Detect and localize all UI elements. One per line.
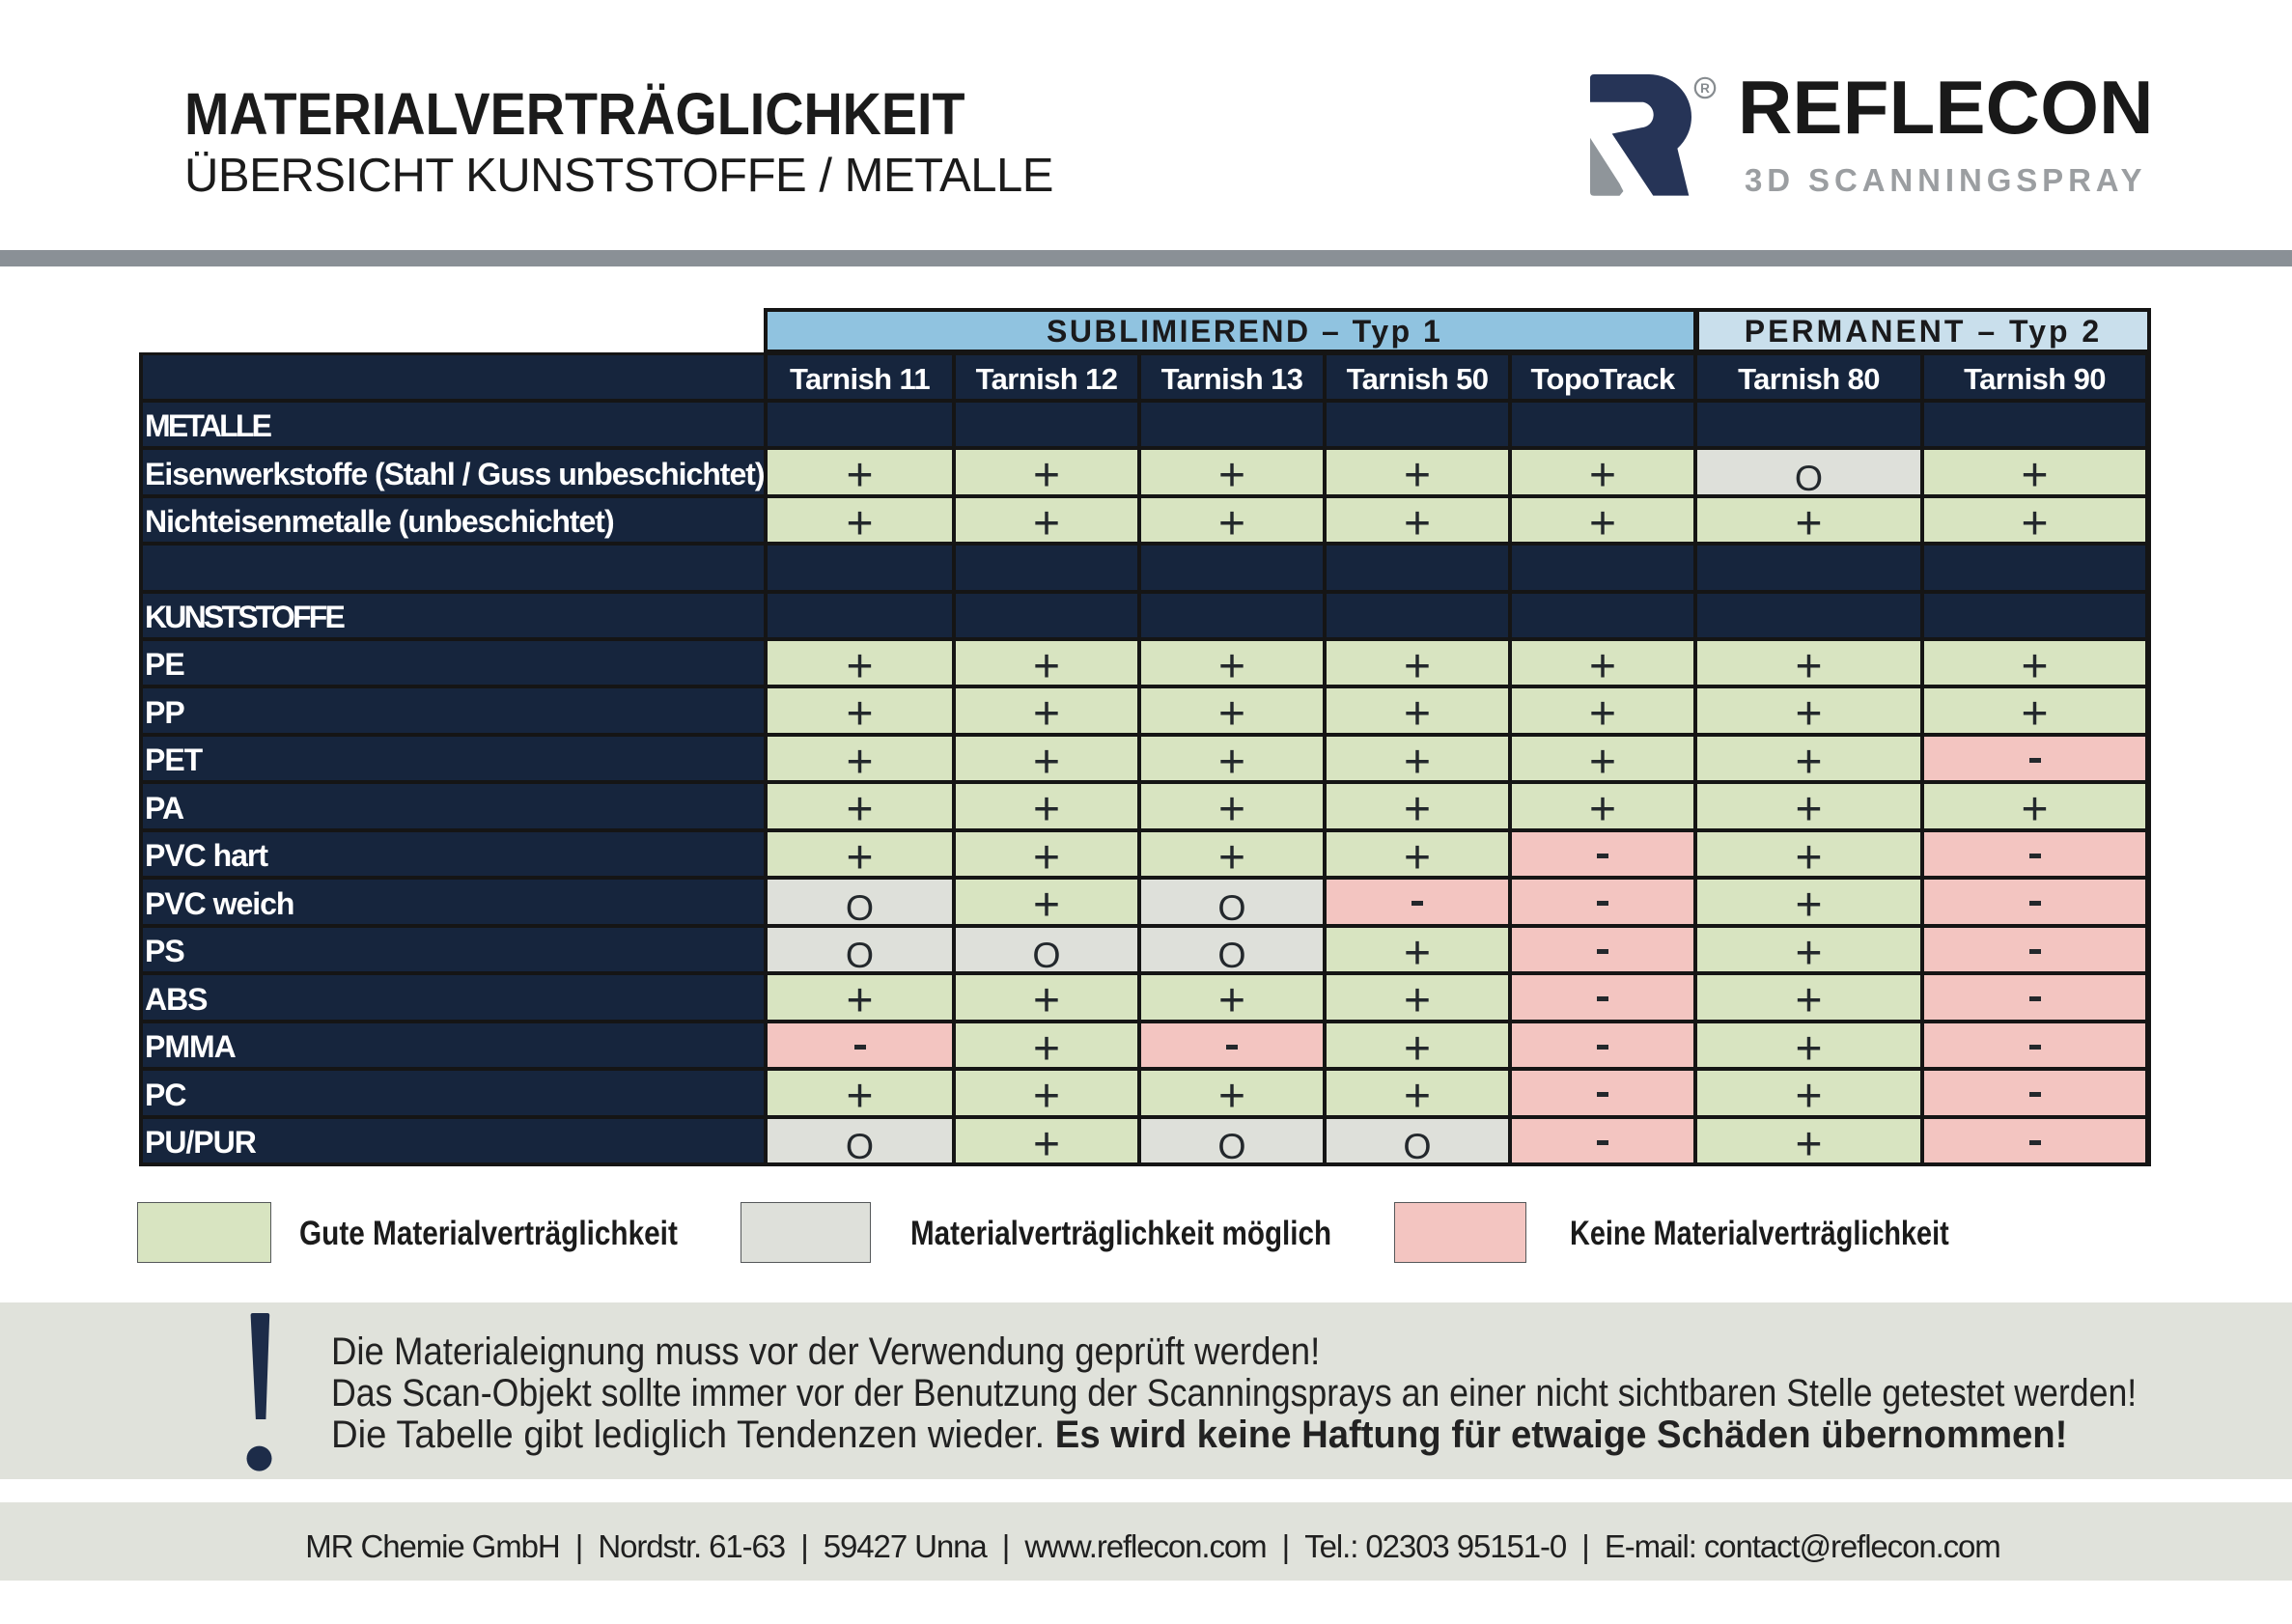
svg-text:R: R bbox=[1700, 81, 1710, 96]
